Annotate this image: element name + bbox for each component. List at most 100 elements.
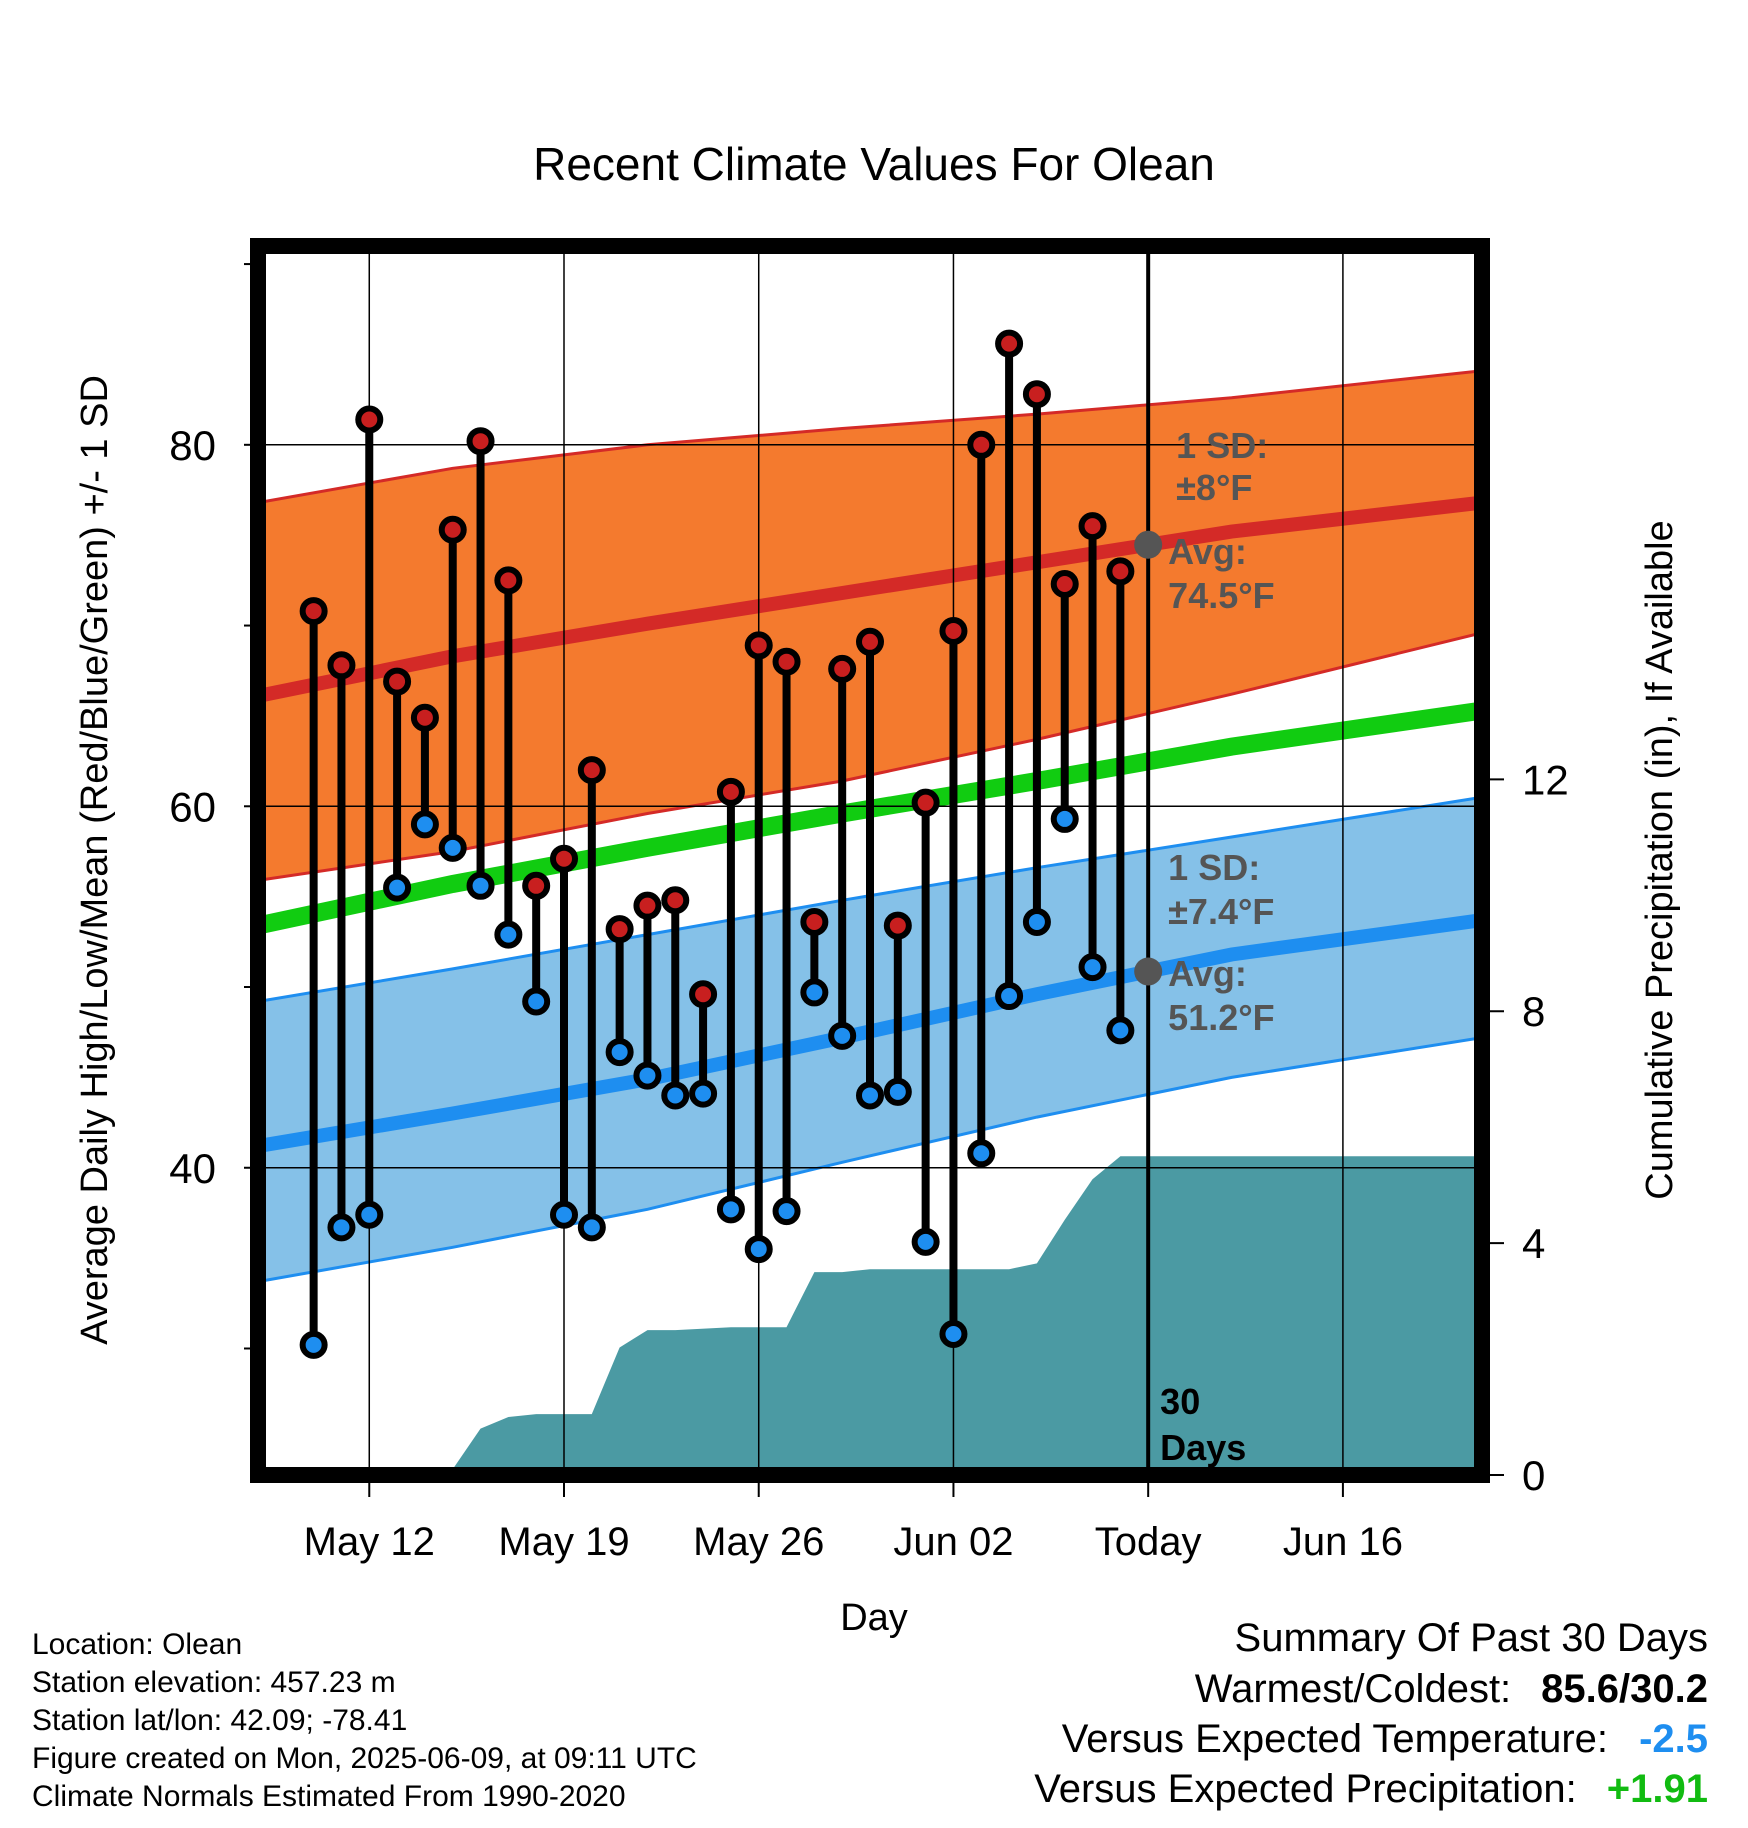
daily-high-point bbox=[466, 427, 495, 456]
daily-low-point bbox=[856, 1081, 884, 1110]
daily-low-point bbox=[466, 871, 495, 900]
low-avg-value: 51.2°F bbox=[1168, 997, 1274, 1038]
daily-high-point bbox=[383, 667, 412, 696]
summary-temperature: Versus Expected Temperature: -2.5 bbox=[1034, 1714, 1708, 1764]
daily-low-point bbox=[800, 978, 829, 1007]
today-high-normal-marker bbox=[1134, 530, 1163, 559]
daily-low-point bbox=[494, 920, 523, 949]
summary-precipitation: Versus Expected Precipitation: +1.91 bbox=[1034, 1764, 1708, 1814]
high-sd-value: ±8°F bbox=[1176, 467, 1252, 508]
daily-high-point bbox=[967, 430, 996, 459]
x-tick-label: May 26 bbox=[693, 1520, 824, 1564]
daily-high-point bbox=[577, 756, 606, 785]
created-text: Figure created on Mon, 2025-06-09, at 09… bbox=[32, 1742, 697, 1775]
low-sd-label: 1 SD: bbox=[1168, 847, 1260, 888]
daily-high-point bbox=[911, 788, 940, 817]
daily-low-point bbox=[633, 1061, 662, 1090]
warmest-coldest-value: 85.6/30.2 bbox=[1541, 1667, 1708, 1711]
y2-axis-label: Cumulative Precipitation (in), If Availa… bbox=[1639, 520, 1681, 1199]
daily-high-point bbox=[522, 871, 551, 900]
x-tick-label: May 19 bbox=[498, 1520, 629, 1564]
temp-departure-label: Versus Expected Temperature: bbox=[1061, 1717, 1608, 1761]
daily-high-point bbox=[716, 777, 745, 806]
high-avg-label: Avg: bbox=[1168, 531, 1247, 572]
daily-high-point bbox=[856, 627, 884, 656]
station-info: Location: Olean Station elevation: 457.2… bbox=[32, 1626, 697, 1816]
daily-low-point bbox=[383, 873, 412, 902]
daily-high-point bbox=[772, 647, 801, 676]
daily-low-point bbox=[299, 1330, 328, 1359]
daily-low-point bbox=[911, 1227, 940, 1256]
daily-low-point bbox=[716, 1195, 745, 1224]
daily-low-point bbox=[355, 1200, 384, 1229]
daily-high-point bbox=[550, 844, 578, 873]
y2-tick-label: 4 bbox=[1522, 1220, 1545, 1267]
daily-low-point bbox=[689, 1079, 718, 1108]
daily-high-point bbox=[355, 405, 384, 434]
daily-high-point bbox=[410, 703, 439, 732]
plot-frame bbox=[250, 238, 1490, 1483]
daily-low-point bbox=[1078, 953, 1107, 982]
latlon-text: Station lat/lon: 42.09; -78.41 bbox=[32, 1704, 408, 1737]
precip-departure-value: +1.91 bbox=[1606, 1767, 1708, 1811]
daily-high-point bbox=[494, 566, 523, 595]
daily-high-point bbox=[605, 915, 634, 944]
window-label-unit: Days bbox=[1160, 1427, 1246, 1468]
y-axis-label: Average Daily High/Low/Mean (Red/Blue/Gr… bbox=[74, 375, 116, 1345]
daily-low-point bbox=[828, 1021, 857, 1050]
elevation-text: Station elevation: 457.23 m bbox=[32, 1666, 396, 1699]
chart-title: Recent Climate Values For Olean bbox=[533, 138, 1215, 190]
daily-high-point bbox=[1022, 380, 1051, 409]
y-tick-label: 60 bbox=[169, 783, 216, 830]
location-text: Location: Olean bbox=[32, 1628, 243, 1661]
daily-low-point bbox=[744, 1235, 773, 1264]
daily-high-point bbox=[744, 631, 773, 660]
daily-high-point bbox=[661, 886, 690, 915]
daily-low-point bbox=[410, 810, 439, 839]
normals-text: Climate Normals Estimated From 1990-2020 bbox=[32, 1780, 626, 1813]
summary-title: Summary Of Past 30 Days bbox=[1234, 1616, 1708, 1660]
daily-low-point bbox=[661, 1081, 690, 1110]
daily-low-point bbox=[605, 1038, 634, 1067]
y-tick-label: 40 bbox=[169, 1145, 216, 1192]
high-avg-value: 74.5°F bbox=[1168, 575, 1274, 616]
x-tick-label: Today bbox=[1095, 1520, 1202, 1564]
y2-tick-label: 0 bbox=[1522, 1452, 1545, 1499]
window-label-number: 30 bbox=[1160, 1381, 1200, 1422]
x-tick-label: Jun 02 bbox=[893, 1520, 1013, 1564]
daily-low-point bbox=[1050, 804, 1079, 833]
precip-departure-label: Versus Expected Precipitation: bbox=[1034, 1767, 1577, 1811]
warmest-coldest-label: Warmest/Coldest: bbox=[1194, 1667, 1512, 1711]
low-sd-band-lower-edge bbox=[258, 1036, 1482, 1284]
low-sd-value: ±7.4°F bbox=[1168, 891, 1274, 932]
daily-low-point bbox=[327, 1213, 356, 1242]
daily-low-point bbox=[1022, 907, 1051, 936]
daily-low-point bbox=[883, 1077, 912, 1106]
daily-low-point bbox=[522, 987, 551, 1016]
daily-high-point bbox=[1050, 569, 1079, 598]
x-tick-label: Jun 16 bbox=[1283, 1520, 1403, 1564]
daily-high-point bbox=[995, 329, 1024, 358]
low-avg-label: Avg: bbox=[1168, 953, 1247, 994]
daily-low-point bbox=[577, 1213, 606, 1242]
daily-high-point bbox=[939, 616, 968, 645]
daily-low-point bbox=[438, 833, 467, 862]
x-tick-label: May 12 bbox=[304, 1520, 435, 1564]
y-tick-label: 80 bbox=[169, 422, 216, 469]
daily-high-point bbox=[327, 651, 356, 680]
daily-low-point bbox=[939, 1320, 968, 1349]
daily-low-point bbox=[772, 1197, 801, 1226]
x-axis-label: Day bbox=[840, 1597, 908, 1639]
daily-high-point bbox=[689, 980, 718, 1009]
daily-low-point bbox=[967, 1139, 996, 1168]
daily-high-point bbox=[828, 654, 857, 683]
temp-departure-value: -2.5 bbox=[1639, 1717, 1708, 1761]
daily-high-point bbox=[800, 907, 829, 936]
daily-high-point bbox=[438, 515, 467, 544]
daily-high-point bbox=[633, 891, 662, 920]
y2-tick-label: 12 bbox=[1522, 756, 1569, 803]
high-sd-band-upper-edge bbox=[258, 369, 1482, 505]
y2-tick-label: 8 bbox=[1522, 988, 1545, 1035]
